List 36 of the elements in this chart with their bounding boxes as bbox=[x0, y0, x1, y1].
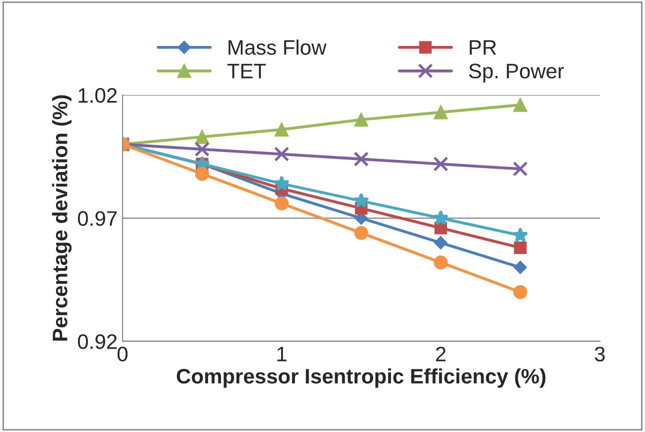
point bbox=[354, 226, 368, 240]
point bbox=[354, 152, 369, 167]
y-tick-label: 1.02 bbox=[78, 88, 117, 103]
legend-label: Sp. Power bbox=[469, 64, 564, 83]
y-tick-label: 0.92 bbox=[78, 334, 117, 350]
point bbox=[434, 222, 447, 234]
point bbox=[354, 112, 368, 127]
legend-label: TET bbox=[227, 64, 266, 78]
point bbox=[274, 175, 290, 191]
point bbox=[433, 156, 448, 172]
point bbox=[514, 241, 527, 254]
point bbox=[194, 142, 210, 157]
x-tick-label: 1 bbox=[277, 346, 286, 362]
point bbox=[434, 105, 448, 120]
point bbox=[434, 256, 448, 270]
point bbox=[513, 98, 528, 112]
point bbox=[513, 285, 528, 299]
point bbox=[274, 196, 289, 210]
x-tick-label: 2 bbox=[436, 346, 446, 362]
point bbox=[512, 161, 528, 176]
legend-label: PR bbox=[470, 40, 496, 55]
point bbox=[434, 236, 448, 250]
point bbox=[274, 146, 290, 162]
point bbox=[512, 227, 528, 242]
y-tick-label: 0.97 bbox=[78, 211, 117, 226]
legend-label: Mass Flow bbox=[228, 40, 327, 55]
y-axis-title: Percentage deviation (%) bbox=[52, 95, 72, 341]
point bbox=[274, 122, 289, 136]
point bbox=[432, 210, 449, 226]
point bbox=[195, 166, 210, 181]
x-axis-title: Compressor Isentropic Efficiency (%) bbox=[176, 368, 546, 388]
point bbox=[514, 260, 527, 274]
point bbox=[195, 130, 210, 144]
x-tick-label: 3 bbox=[594, 346, 605, 362]
x-tick-label: 0 bbox=[118, 346, 128, 362]
point bbox=[353, 192, 370, 208]
